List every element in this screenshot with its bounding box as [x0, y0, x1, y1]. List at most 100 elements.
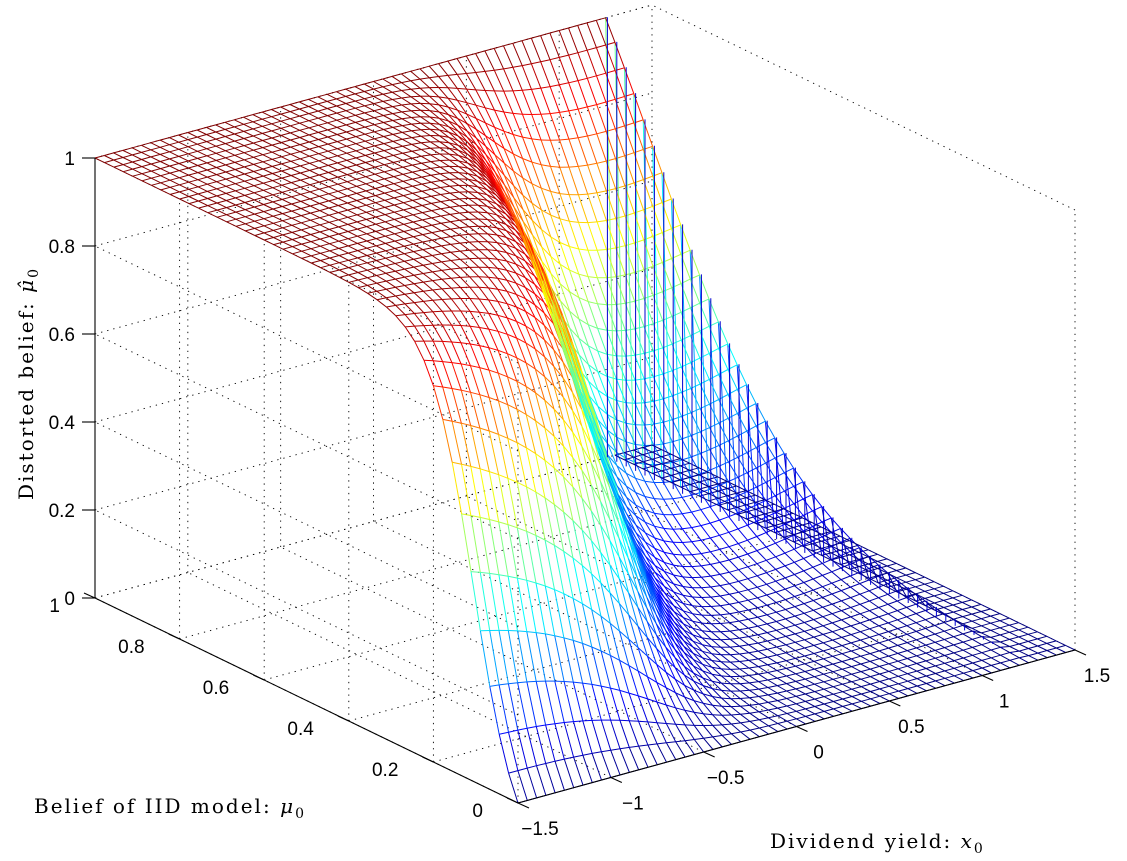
mesh-line [521, 40, 532, 64]
mesh-line [438, 117, 449, 128]
mesh-line [516, 481, 527, 488]
mesh-line [569, 353, 580, 381]
mesh-line [430, 181, 441, 188]
mesh-line [346, 171, 357, 176]
mesh-line [384, 218, 395, 223]
mesh-line [831, 622, 842, 630]
mesh-line [990, 620, 1001, 624]
mesh-line [531, 87, 541, 90]
mesh-line [488, 397, 499, 435]
mesh-line [522, 194, 533, 221]
mesh-line [813, 633, 824, 638]
mesh-line [402, 143, 412, 147]
mesh-line [235, 197, 246, 203]
mesh-line [703, 737, 714, 750]
mesh-line [280, 132, 291, 136]
mesh-line [336, 134, 347, 140]
mesh-line [357, 277, 368, 281]
mesh-line [432, 310, 443, 313]
mesh-line [840, 575, 851, 581]
mesh-line [355, 140, 366, 145]
mesh-line [515, 247, 526, 255]
mesh-line [451, 298, 462, 312]
mesh-line [582, 682, 592, 685]
mesh-line [364, 119, 375, 126]
mesh-line [382, 93, 393, 100]
mesh-line [254, 196, 264, 201]
mesh-line [644, 509, 655, 527]
mesh-line [439, 129, 450, 138]
mesh-line [607, 454, 618, 467]
mesh-line [420, 135, 431, 143]
mesh-line [730, 645, 740, 648]
mesh-line [534, 304, 545, 326]
mesh-line [488, 369, 499, 401]
mesh-line [990, 613, 1000, 617]
mesh-line [329, 219, 339, 223]
mesh-line [554, 589, 565, 595]
mesh-line [730, 683, 741, 692]
mesh-line [477, 186, 488, 191]
mesh-line [431, 201, 441, 204]
mesh-line [413, 283, 424, 292]
mesh-line [562, 377, 573, 393]
mesh-line [544, 459, 555, 469]
mesh-line [374, 143, 384, 147]
mesh-line [432, 245, 442, 249]
mesh-line [187, 136, 198, 141]
mesh-line [665, 637, 676, 650]
mesh-line [681, 456, 692, 461]
mesh-line [478, 241, 489, 251]
mesh-line [301, 255, 312, 259]
mesh-line [777, 707, 788, 714]
mesh-line [376, 275, 387, 282]
mesh-line [600, 552, 611, 566]
mesh-line [701, 575, 711, 578]
mesh-line [375, 221, 386, 225]
mesh-line [535, 491, 546, 499]
mesh-line [606, 249, 617, 277]
mesh-line [823, 658, 834, 665]
mesh-line [188, 179, 199, 183]
mesh-line [535, 420, 546, 461]
mesh-line [615, 378, 627, 403]
mesh-line [831, 610, 842, 615]
mesh-line [721, 668, 731, 670]
mesh-line [683, 629, 694, 642]
mesh-line [792, 517, 803, 521]
mesh-line [701, 622, 712, 625]
mesh-line [869, 653, 880, 660]
mesh-line [710, 615, 721, 624]
mesh-line [393, 161, 404, 168]
mesh-line [869, 636, 880, 644]
mesh-line [504, 191, 515, 214]
gridline-z [94, 245, 519, 452]
mesh-line [616, 436, 627, 443]
mesh-line [310, 248, 321, 254]
mesh-line [216, 167, 227, 173]
mesh-line [459, 250, 470, 259]
mesh-line [318, 115, 328, 119]
mesh-line [521, 90, 533, 115]
mesh-line [422, 255, 433, 258]
mesh-line [673, 574, 683, 578]
mesh-line [813, 619, 824, 627]
mesh-line [504, 196, 515, 218]
mesh-line [813, 600, 823, 608]
mesh-line [496, 242, 507, 253]
mesh-line [385, 297, 397, 306]
mesh-line [394, 233, 405, 240]
mesh-line [337, 205, 348, 211]
mesh-line [318, 181, 329, 188]
mesh-line [944, 652, 955, 656]
mesh-line [141, 177, 152, 182]
mesh-line [402, 173, 413, 180]
mesh-line [384, 192, 395, 199]
mesh-line [586, 47, 597, 51]
mesh-line [392, 90, 402, 93]
mesh-line [497, 315, 508, 335]
mesh-line [272, 180, 283, 186]
mesh-line [508, 732, 519, 771]
mesh-line [531, 35, 541, 39]
mesh-line [449, 178, 460, 186]
